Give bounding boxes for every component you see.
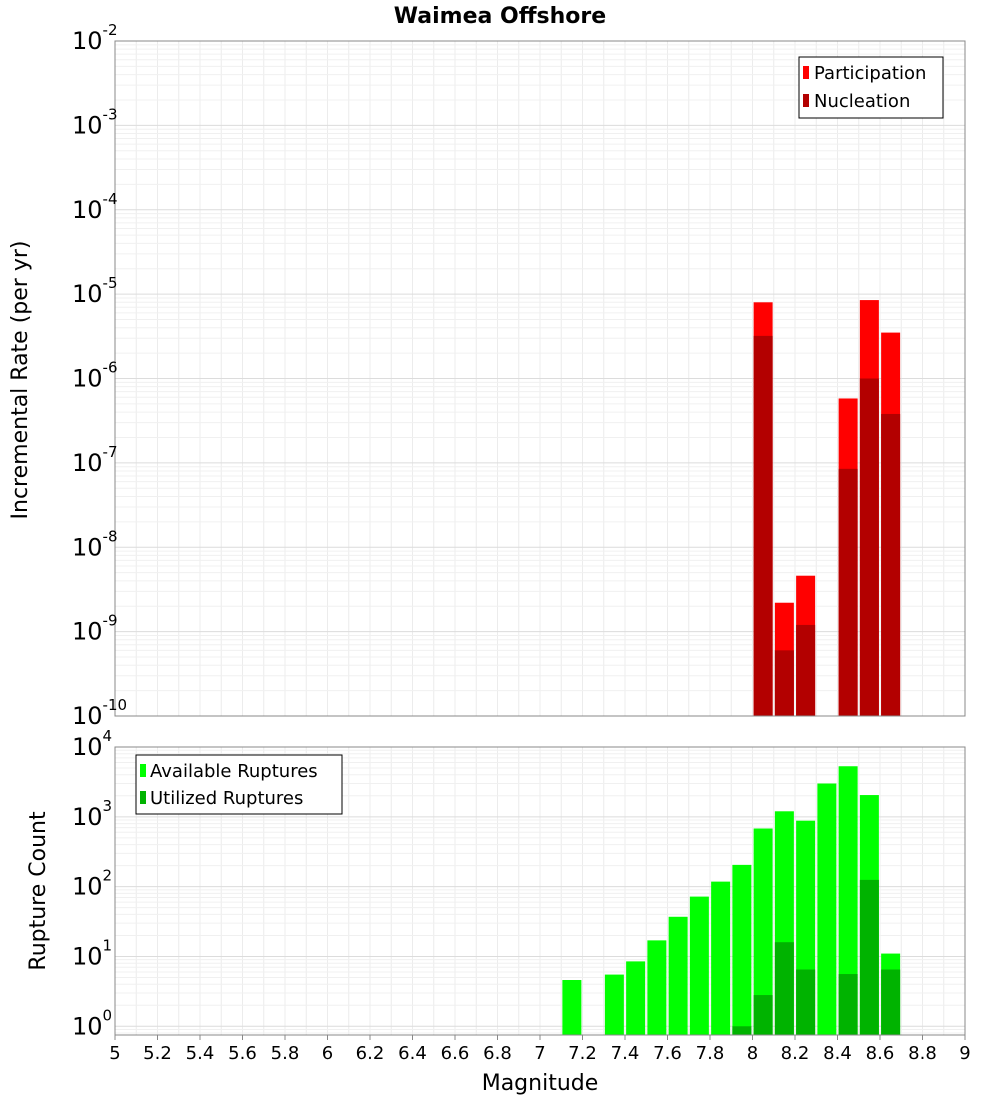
x-tick-label: 7.8 bbox=[696, 1043, 725, 1064]
x-tick-label: 8.8 bbox=[908, 1043, 937, 1064]
bar-nucleation-5 bbox=[881, 413, 901, 716]
legend-swatch-available bbox=[140, 764, 146, 777]
x-tick-label: 6.2 bbox=[356, 1043, 385, 1064]
bar-available-ruptures-6 bbox=[711, 881, 731, 1035]
rate-plot-y-tick-label: 10-8 bbox=[72, 527, 118, 561]
bar-available-ruptures-2 bbox=[626, 961, 646, 1035]
rupture-count-y-tick-label: 103 bbox=[72, 797, 112, 831]
legend-label-nucleation: Nucleation bbox=[814, 91, 910, 112]
x-tick-label: 6.8 bbox=[483, 1043, 512, 1064]
rate-plot-y-tick-label: 10-7 bbox=[72, 443, 118, 477]
bar-available-ruptures-1 bbox=[604, 974, 624, 1035]
bar-nucleation-2 bbox=[796, 624, 816, 716]
x-tick-label: 6 bbox=[322, 1043, 333, 1064]
rate-plot-legend-box bbox=[798, 56, 944, 119]
x-tick-label: 8 bbox=[747, 1043, 758, 1064]
bar-utilized-ruptures-2 bbox=[774, 942, 794, 1035]
bar-utilized-ruptures-1 bbox=[753, 995, 773, 1035]
x-tick-label: 6.6 bbox=[441, 1043, 470, 1064]
x-tick-label: 5.4 bbox=[186, 1043, 215, 1064]
bar-utilized-ruptures-4 bbox=[838, 974, 858, 1035]
bar-utilized-ruptures-0 bbox=[732, 1026, 752, 1035]
rupture-count-y-tick-label: 100 bbox=[72, 1006, 112, 1040]
x-tick-label: 8.6 bbox=[866, 1043, 895, 1064]
x-tick-label: 6.4 bbox=[398, 1043, 427, 1064]
rate-plot-y-tick-label: 10-6 bbox=[72, 359, 118, 393]
rupture-count-panel: 100 101 102 103 104 5 5.2 5.4 5.6 5.8 6 6.2 6.4 6.6 6… bbox=[26, 727, 971, 1096]
rupture-count-legend: Available Ruptures Utilized Ruptures bbox=[135, 754, 343, 815]
bar-nucleation-4 bbox=[859, 378, 879, 716]
x-tick-label: 8.4 bbox=[823, 1043, 852, 1064]
x-tick-label: 5 bbox=[109, 1043, 120, 1064]
rate-plot-y-tick-label: 10-3 bbox=[72, 105, 118, 139]
x-tick-label: 5.6 bbox=[228, 1043, 257, 1064]
chart-title: Waimea Offshore bbox=[394, 4, 606, 29]
legend-label-participation: Participation bbox=[814, 63, 926, 84]
legend-label-utilized: Utilized Ruptures bbox=[150, 788, 303, 809]
bar-nucleation-1 bbox=[774, 650, 794, 716]
bar-available-ruptures-11 bbox=[817, 783, 837, 1035]
rate-plot-frame bbox=[114, 40, 966, 717]
bar-available-ruptures-4 bbox=[668, 916, 688, 1035]
x-tick-label: 5.2 bbox=[143, 1043, 172, 1064]
legend-label-available: Available Ruptures bbox=[150, 761, 318, 782]
x-tick-label: 5.8 bbox=[271, 1043, 300, 1064]
rate-plot-y-tick-label: 10-4 bbox=[72, 190, 118, 224]
bar-utilized-ruptures-5 bbox=[859, 879, 879, 1035]
rate-plot-y-tick-label: 10-9 bbox=[72, 612, 118, 646]
x-tick-label: 9 bbox=[959, 1043, 970, 1064]
rupture-count-y-tick-label: 104 bbox=[72, 727, 112, 761]
bar-nucleation-0 bbox=[753, 335, 773, 716]
rate-plot-y-tick-label: 10-5 bbox=[72, 274, 118, 308]
rupture-count-legend-box bbox=[135, 754, 343, 815]
x-tick-label: 7.2 bbox=[568, 1043, 597, 1064]
rate-plot-panel: 10-10 10-9 10-8 10-7 10-6 10-5 10-4 10-3 10-2 In… bbox=[8, 21, 966, 730]
rate-plot-y-tick-label: 10-10 bbox=[72, 696, 127, 730]
bar-available-ruptures-0 bbox=[562, 980, 582, 1035]
legend-swatch-utilized bbox=[140, 791, 146, 804]
rate-plot-legend: Participation Nucleation bbox=[798, 56, 944, 119]
bar-available-ruptures-5 bbox=[689, 896, 709, 1035]
rupture-count-y-tick-label: 102 bbox=[72, 867, 112, 901]
rupture-count-y-axis-label: Rupture Count bbox=[26, 811, 51, 971]
x-tick-label: 7.6 bbox=[653, 1043, 682, 1064]
bar-utilized-ruptures-3 bbox=[796, 969, 816, 1035]
x-axis-label: Magnitude bbox=[482, 1071, 599, 1096]
x-axis-ticks: 5 5.2 5.4 5.6 5.8 6 6.2 6.4 6.6 6.8 7 7.2 7.4 7.6 7.8 8… bbox=[109, 1035, 971, 1064]
rupture-count-bars bbox=[562, 766, 901, 1035]
rate-plot-grid bbox=[114, 40, 966, 717]
rate-plot-y-ticks: 10-10 10-9 10-8 10-7 10-6 10-5 10-4 10-3 10-2 bbox=[72, 21, 127, 730]
x-tick-label: 7.4 bbox=[611, 1043, 640, 1064]
rate-plot-y-axis-label: Incremental Rate (per yr) bbox=[8, 241, 33, 520]
rupture-count-y-tick-label: 101 bbox=[72, 936, 112, 970]
x-tick-label: 7 bbox=[534, 1043, 545, 1064]
rupture-count-y-ticks: 100 101 102 103 104 bbox=[72, 727, 112, 1040]
bar-available-ruptures-12 bbox=[838, 766, 858, 1035]
bar-utilized-ruptures-6 bbox=[881, 969, 901, 1035]
bar-available-ruptures-3 bbox=[647, 940, 667, 1035]
legend-swatch-nucleation bbox=[803, 94, 809, 107]
rate-plot-y-tick-label: 10-2 bbox=[72, 21, 118, 55]
legend-swatch-participation bbox=[803, 66, 809, 79]
rate-plot-bars bbox=[753, 300, 901, 716]
bar-available-ruptures-8 bbox=[753, 828, 773, 1035]
bar-nucleation-3 bbox=[838, 468, 858, 716]
bar-available-ruptures-7 bbox=[732, 864, 752, 1035]
x-tick-label: 8.2 bbox=[781, 1043, 810, 1064]
